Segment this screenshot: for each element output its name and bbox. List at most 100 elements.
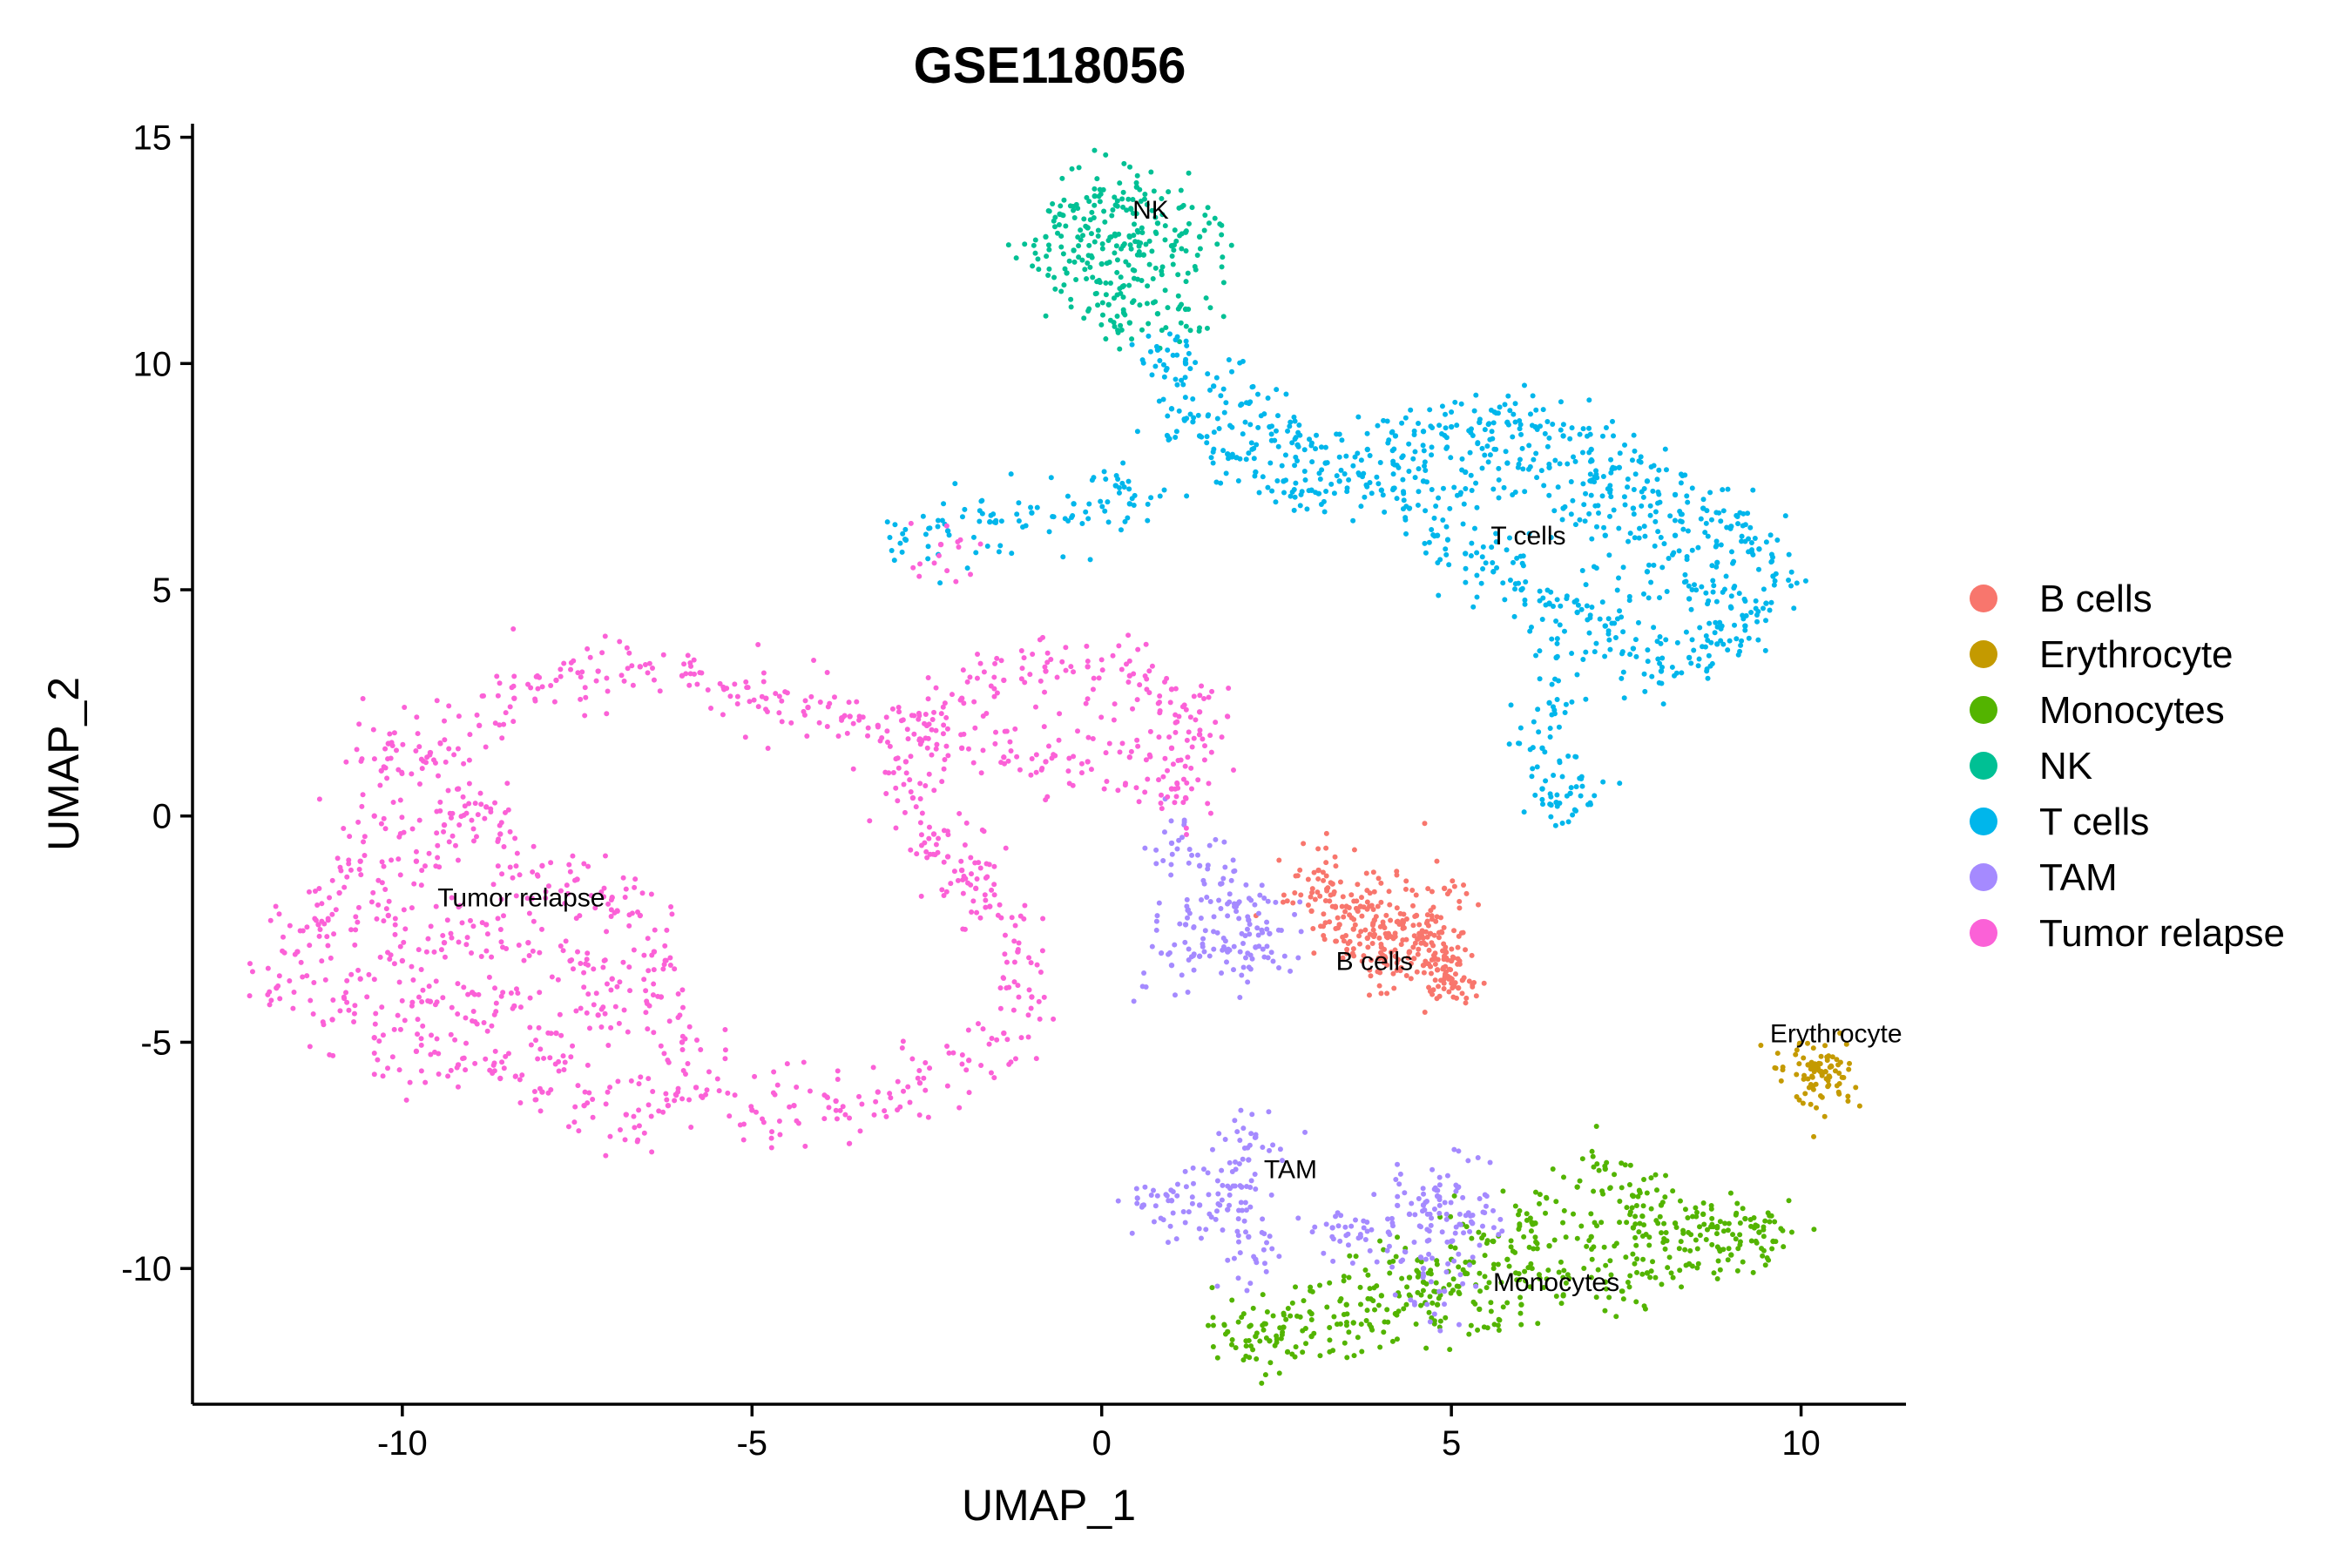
data-point-density [1145,283,1151,289]
data-point-density [1427,1319,1433,1325]
data-point-density [965,746,971,752]
data-point [1071,501,1077,507]
data-point-density [379,1004,385,1010]
data-point-density [1002,951,1008,957]
data-point-density [998,915,1004,921]
data-point-density [1416,922,1423,928]
data-point-density [1301,1298,1307,1304]
data-point-density [1558,1259,1564,1265]
data-point-density [1298,491,1304,497]
data-point-density [1187,366,1193,372]
data-point-density [1159,328,1165,334]
data-point-density [1612,1243,1618,1249]
data-point-density [1214,1355,1220,1361]
data-point-density [1583,490,1589,497]
data-point-density [1588,492,1594,498]
data-point-density [333,907,339,913]
data-point-density [434,698,440,704]
data-point-density [573,916,579,922]
data-point [329,1017,335,1023]
data-point-density [1409,1200,1415,1206]
data-point-density [461,760,467,767]
data-point-density [962,506,968,512]
data-point-density [1443,425,1449,431]
data-point-density [1178,187,1184,193]
data-point-density [1439,430,1445,436]
data-point-density [1722,1220,1728,1227]
data-point-density [1657,633,1663,639]
data-point-density [1695,663,1701,669]
data-point-density [1225,1257,1231,1263]
data-point-density [1249,1112,1255,1118]
data-point-density [1265,955,1271,961]
data-point-density [641,977,647,983]
data-point-density [1085,260,1091,267]
data-point-density [1213,1208,1220,1214]
data-point-density [457,902,463,909]
data-point-density [1288,419,1294,425]
data-point-density [1609,466,1615,472]
data-point-density [1620,1296,1626,1302]
data-point-density [922,840,928,846]
data-point-density [1159,212,1166,218]
data-point-density [1651,562,1657,568]
data-point-density [1200,943,1206,950]
data-point-density [1672,517,1678,524]
data-point-density [1184,737,1190,743]
data-point-density [1748,609,1754,615]
data-point-density [1281,1310,1287,1316]
data-point-density [1361,953,1367,959]
data-point-density [1502,402,1508,408]
data-point [1518,1301,1524,1308]
data-point-density [962,842,968,848]
data-point [944,528,951,534]
data-point-density [1676,1246,1682,1252]
data-point-density [1682,571,1688,578]
data-point-density [1184,780,1190,786]
data-point-density [1651,625,1657,631]
data-point-density [782,689,788,695]
data-point-density [972,725,978,731]
data-point-density [900,1038,906,1044]
data-point-density [1344,485,1350,491]
data-point-density [970,534,977,540]
data-point-density [1553,1293,1559,1299]
data-point-density [1203,295,1209,301]
data-point-density [882,1108,888,1114]
data-point-density [835,733,841,739]
data-point-density [776,1118,782,1124]
data-point-density [1076,254,1082,260]
data-point-density [1443,1269,1450,1275]
data-point-density [415,1017,421,1023]
data-point-density [1563,1234,1569,1240]
data-point-density [1393,1177,1399,1183]
data-point [1756,1229,1762,1235]
data-point-density [1468,553,1474,559]
data-point-density [1018,1035,1024,1041]
data-point-density [375,877,382,883]
data-point-density [1019,666,1025,672]
data-point-density [530,948,536,954]
data-point-density [824,1094,830,1100]
data-point-density [346,1007,352,1013]
data-point-density [1514,1277,1520,1283]
data-point-density [1219,734,1225,740]
data-point-density [1290,900,1296,906]
data-point [1477,1306,1483,1313]
data-point-density [1402,1248,1408,1254]
data-point-density [449,935,455,941]
data-point-density [1455,944,1461,950]
data-point-density [507,828,513,835]
data-point-density [1308,1288,1314,1294]
data-point-density [1260,1327,1267,1333]
data-point-density [466,757,472,763]
data-point-density [635,909,641,915]
data-point-density [981,669,987,675]
data-point-density [454,786,460,792]
data-point [1441,885,1448,892]
data-point-density [489,954,495,960]
data-point-density [1045,208,1051,214]
x-tick-label: 0 [1092,1424,1112,1463]
legend-label: Tumor relapse [2039,912,2285,955]
data-point-density [1267,1360,1274,1366]
